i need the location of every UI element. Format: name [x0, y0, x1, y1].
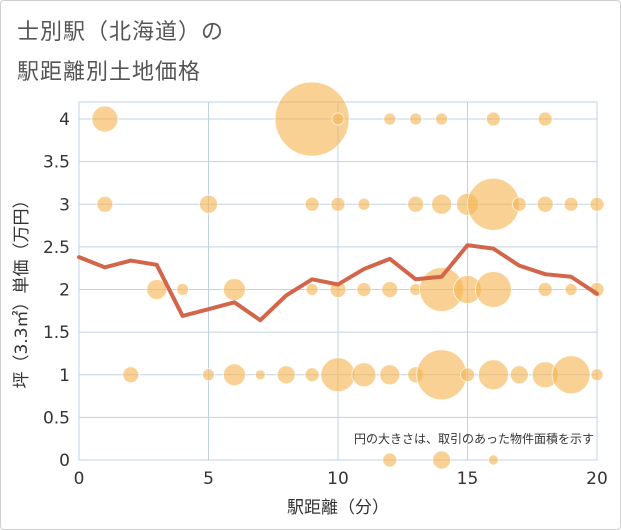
bubble-point	[304, 367, 320, 383]
bubble-point	[474, 271, 512, 309]
bubble-point	[477, 359, 509, 391]
bubble-point	[416, 349, 468, 401]
chart-title: 士別駅（北海道）の	[17, 20, 225, 45]
bubble-point	[222, 278, 246, 302]
bubble-point	[202, 368, 215, 382]
bubble-point	[435, 112, 449, 126]
bubble-point	[304, 196, 320, 212]
y-tick-label: 1	[59, 366, 70, 386]
bubble-point	[96, 195, 114, 213]
bubble-point	[485, 111, 501, 127]
bubble-point	[409, 112, 423, 126]
bubble-point	[536, 195, 554, 213]
chart-subtitle: 駅距離別土地価格	[17, 60, 202, 85]
bubble-point	[351, 362, 377, 388]
bubble-point	[331, 112, 345, 126]
bubble-point	[509, 365, 529, 385]
bubble-point	[356, 282, 372, 298]
x-axis-label: 駅距離（分）	[287, 498, 389, 518]
bubble-point	[199, 194, 218, 214]
bubble-point	[590, 368, 604, 382]
y-axis-label: 坪（3.3㎡）単価（万円）	[12, 191, 32, 388]
x-tick-label: 20	[586, 469, 608, 489]
bubble-point	[382, 452, 398, 468]
y-tick-label: 4	[59, 110, 70, 130]
bubble-point	[254, 369, 266, 381]
bubble-point	[466, 177, 520, 231]
y-tick-label: 1.5	[43, 323, 70, 343]
axes: 0 5 10 15 20 0 0.5 1 1.5 2 2.5 3 3.5 4	[43, 110, 608, 489]
bubble-point	[511, 196, 527, 212]
bubble-point	[487, 454, 499, 466]
bubbles-layer	[91, 81, 605, 470]
bubble-point	[379, 364, 401, 386]
size-note: 円の大きさは、取引のあった物件面積を示す	[354, 431, 594, 446]
y-tick-label: 2	[59, 281, 70, 301]
bubble-point	[330, 196, 346, 212]
bubble-point	[357, 197, 371, 211]
bubble-point	[563, 196, 579, 212]
bubble-point	[407, 195, 425, 213]
bubble-point	[146, 279, 168, 301]
average-price-line	[77, 243, 599, 323]
bubble-point	[589, 196, 605, 212]
x-tick-label: 0	[74, 469, 85, 489]
x-tick-label: 10	[327, 469, 349, 489]
bubble-point	[383, 112, 397, 126]
x-tick-label: 5	[203, 469, 214, 489]
y-tick-label: 0.5	[43, 408, 70, 428]
y-tick-label: 3.5	[43, 153, 70, 173]
bubble-point	[222, 363, 246, 387]
bubble-point	[537, 282, 553, 298]
bubble-point	[381, 281, 399, 299]
bubble-point	[564, 283, 578, 297]
bubble-point	[320, 357, 356, 393]
bubble-point	[432, 450, 452, 470]
bubble-point	[431, 193, 453, 215]
bubble-point	[276, 365, 296, 385]
line-layer	[77, 243, 599, 323]
bubble-point	[460, 367, 475, 383]
bubble-point	[305, 283, 319, 297]
bubble-point	[122, 366, 140, 384]
bubble-point	[91, 105, 119, 133]
bubble-point	[537, 111, 553, 127]
bubble-point	[176, 283, 190, 297]
y-tick-label: 2.5	[43, 238, 70, 258]
bubble-point	[274, 81, 350, 157]
bubble-point	[551, 355, 591, 395]
y-tick-label: 3	[59, 195, 70, 215]
y-tick-label: 0	[59, 451, 70, 471]
x-tick-label: 15	[457, 469, 479, 489]
